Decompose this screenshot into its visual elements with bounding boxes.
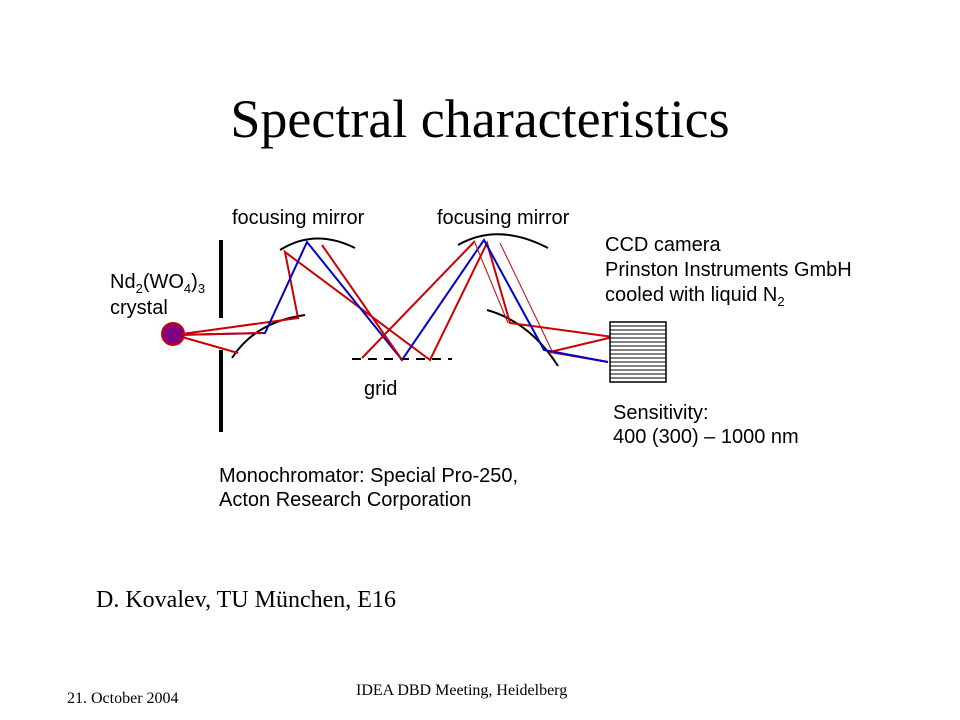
sensitivity-heading: Sensitivity: bbox=[613, 402, 709, 424]
flat-mirror-right bbox=[486, 309, 559, 367]
grid-label: grid bbox=[364, 378, 398, 400]
author-credit: D. Kovalev, TU München, E16 bbox=[96, 587, 396, 613]
red-beam-grid-up bbox=[361, 240, 476, 359]
red-beam-fan-2 bbox=[174, 334, 239, 354]
crystal-sample-outline bbox=[161, 322, 185, 346]
flat-mirror-left bbox=[231, 314, 306, 359]
focusing-mirror-left bbox=[279, 237, 356, 251]
ccd-camera-label: CCD camera bbox=[605, 234, 721, 256]
crystal-formula-label: Nd2(WO4)3 bbox=[110, 271, 206, 296]
focusing-mirror-right bbox=[457, 233, 549, 249]
ccd-manufacturer-label: Prinston Instruments GmbH bbox=[605, 259, 852, 281]
red-beam-reflect bbox=[321, 244, 403, 361]
crystal-sample bbox=[162, 323, 184, 345]
monochromator-model: Monochromator: Special Pro-250, bbox=[219, 465, 519, 487]
footer-meeting: IDEA DBD Meeting, Heidelberg bbox=[356, 682, 568, 699]
ccd-detector bbox=[609, 321, 667, 383]
sensitivity-range: 400 (300) – 1000 nm bbox=[613, 426, 799, 448]
slide-title: Spectral characteristics bbox=[230, 89, 730, 149]
monochromator-manufacturer: Acton Research Corporation bbox=[219, 489, 472, 511]
focusing-mirror-right-label: focusing mirror bbox=[437, 207, 570, 229]
crystal-label: crystal bbox=[110, 297, 168, 319]
red-beam-fan-1 bbox=[174, 332, 263, 336]
red-beam-thin-1 bbox=[474, 242, 509, 324]
red-beam bbox=[174, 240, 614, 363]
focusing-mirror-left-label: focusing mirror bbox=[232, 207, 365, 229]
footer-date: 21. October 2004 bbox=[67, 690, 179, 707]
red-beam-thin-2 bbox=[499, 242, 554, 354]
ccd-cooling-label: cooled with liquid N2 bbox=[605, 284, 785, 309]
